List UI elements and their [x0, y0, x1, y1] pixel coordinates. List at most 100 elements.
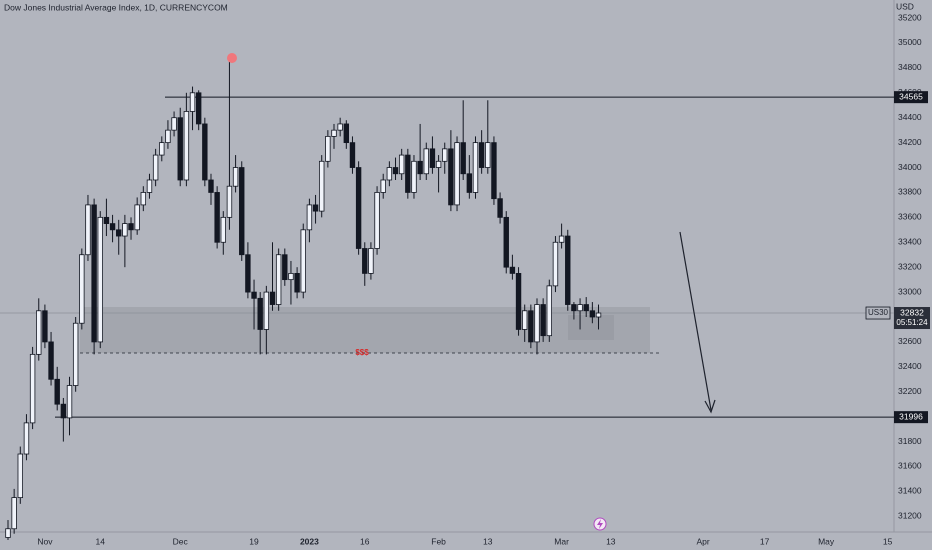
countdown-label: 05:51:24 [896, 318, 928, 327]
level-label: 31996 [899, 411, 923, 421]
last-price-label: 32832 [900, 307, 924, 317]
x-tick-label: 17 [760, 536, 770, 546]
candle-body [103, 216, 110, 224]
candle-body [79, 254, 85, 324]
candle-body [423, 148, 429, 175]
event-icon-bolt [597, 519, 603, 529]
candle-body [472, 142, 479, 193]
candle-body [540, 304, 546, 337]
candle-body [300, 229, 306, 293]
candle-body [405, 154, 411, 193]
candle-body [380, 179, 386, 193]
candle-body [448, 148, 454, 206]
y-tick-label: 32600 [898, 336, 922, 346]
candle-body [331, 129, 337, 137]
x-tick-label: 15 [883, 536, 893, 546]
x-tick-label: 16 [360, 536, 370, 546]
x-tick-label: Nov [37, 536, 53, 546]
candle-body [140, 192, 147, 206]
candle-body [337, 123, 343, 131]
candle-body [122, 223, 128, 237]
candle-body [454, 142, 460, 206]
candle-body [189, 92, 196, 112]
annotation: $$$ [355, 348, 369, 357]
candle-body [491, 142, 497, 200]
candle-body [109, 223, 116, 231]
y-tick-label: 32400 [898, 361, 922, 371]
candle-body [202, 123, 208, 181]
candle-body [349, 142, 356, 168]
candle-body [23, 422, 30, 455]
level-label-box [894, 411, 928, 424]
candle-body [134, 204, 140, 231]
candle-body [183, 111, 190, 181]
candle-body [146, 179, 153, 193]
x-tick-label: Mar [554, 536, 569, 546]
candle-body [171, 117, 177, 131]
y-tick-label: 33000 [898, 286, 922, 296]
candle-body [528, 310, 534, 343]
candle-body [521, 310, 528, 330]
candle-body [208, 179, 214, 193]
candle-body [17, 453, 23, 499]
chart-title: Dow Jones Industrial Average Index, 1D, … [4, 2, 228, 12]
candle-body [571, 304, 577, 312]
candle-body [362, 248, 368, 274]
y-tick-label: 31400 [898, 486, 922, 496]
y-tick-label: 34400 [898, 112, 922, 122]
candle-body [220, 216, 226, 243]
candle-body [442, 148, 448, 162]
candle-body [66, 385, 73, 419]
symbol-box [865, 306, 891, 320]
candle-body [386, 167, 393, 181]
x-tick-label: May [818, 536, 835, 546]
candle-body [343, 123, 350, 144]
candle-body [319, 160, 325, 212]
candle-body [269, 291, 276, 305]
arrow-head [704, 399, 716, 414]
candle-body [152, 154, 159, 181]
x-tick-label: 13 [606, 536, 616, 546]
candle-body [294, 273, 300, 293]
y-tick-label: 34800 [898, 62, 922, 72]
candle-body [460, 142, 466, 175]
candle-body [534, 304, 540, 343]
candle-body [515, 273, 522, 330]
small-zone [568, 315, 614, 340]
x-tick-label: 14 [96, 536, 106, 546]
candle-body [485, 142, 491, 168]
candle-body [392, 167, 399, 175]
candle-body [60, 403, 67, 419]
candle-body [417, 160, 423, 175]
candle-body [239, 167, 245, 256]
candle-body [263, 291, 270, 330]
candle-body [177, 117, 183, 181]
candle-body [312, 204, 319, 212]
last-price-box [894, 307, 930, 330]
candle-body [91, 204, 97, 343]
candle-body [429, 148, 436, 168]
candle-body [374, 192, 380, 249]
y-tick-label: 33200 [898, 261, 922, 271]
candle-body [48, 341, 54, 380]
candle-body [257, 297, 263, 330]
candle-body [411, 160, 417, 193]
candle-body [54, 378, 60, 405]
arrow-shaft [679, 231, 712, 411]
candle-body [546, 285, 553, 337]
candle-body [306, 204, 313, 231]
candle-body [226, 185, 233, 218]
y-tick-label: 35000 [898, 37, 922, 47]
candle-body [11, 497, 17, 530]
candle-body [282, 254, 288, 281]
candle-body [245, 254, 251, 293]
x-tick-label: Dec [173, 536, 189, 546]
candle-body [251, 291, 257, 299]
x-tick-label: Feb [431, 536, 446, 546]
candle-body [29, 353, 36, 424]
y-tick-label: 33400 [898, 237, 922, 247]
level-label: 34565 [899, 91, 923, 101]
candle-body [435, 160, 442, 168]
demand-zone [80, 307, 650, 353]
